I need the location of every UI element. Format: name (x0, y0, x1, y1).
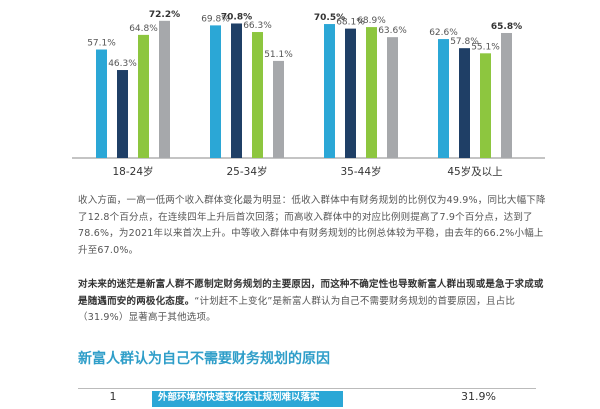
bar-2-1 (345, 28, 356, 158)
bar-value-label: 63.6% (378, 26, 407, 36)
bar-chart: 57.1% 46.3% 64.8% 72.2% 18-24岁 69.8%70.8%66.3… (72, 10, 545, 178)
bar-1-3 (273, 60, 284, 158)
bar-2-0 (324, 24, 335, 158)
section-title: 新富人群认为自己不需要财务规划的原因 (78, 351, 330, 367)
reason-paragraph: 对未来的迷茫是新富人群不愿制定财务规划的主要原因，而这种不确定性也导致新富人群出… (78, 277, 548, 327)
bar-value-label: 46.3% (108, 59, 137, 69)
bar-value-label: 66.3% (243, 21, 272, 31)
bar-value-label: 72.2% (149, 10, 180, 20)
bar-value-label: 51.1% (264, 50, 293, 60)
bar-value-label: 57.1% (87, 39, 116, 49)
bar-value-label: 65.8% (491, 22, 522, 32)
table-row-label: 外部环境的快速变化会让规划难以落实 (158, 392, 320, 403)
bar-value-label: 55.1% (471, 42, 500, 52)
bar-value-label: 68.9% (357, 16, 386, 26)
category-label: 45岁及以上 (447, 165, 502, 178)
reason-paragraph-bold: 对未来的迷茫是新富人群不愿制定财务规划的主要原因，而这种不确定性也导致新富人群出… (78, 279, 544, 307)
bar-value-label: 70.5% (314, 13, 345, 23)
bar-3-1 (459, 48, 470, 158)
bar-0-1 (117, 70, 128, 158)
reason-paragraph-rest: “计划赶不上变化”是新富人群认为自己不需要财务规划的首要原因，且占比（31.9%… (78, 295, 516, 324)
bar-1-0 (210, 25, 221, 158)
reasons-table: 1 外部环境的快速变化会让规划难以落实 31.9% (78, 388, 536, 409)
bar-1-2 (252, 32, 263, 158)
table-row-value: 31.9% (461, 390, 496, 403)
bar-value-label: 64.8% (129, 24, 158, 34)
bar-2-3 (387, 37, 398, 158)
table-row-rank: 1 (109, 390, 117, 403)
bar-0-3 (159, 20, 170, 158)
bar-2-2 (366, 27, 377, 159)
bar-value-label: 62.6% (429, 28, 458, 38)
bar-value-label: 70.8% (221, 12, 252, 22)
category-label: 18-24岁 (112, 165, 153, 178)
bar-3-3 (501, 32, 512, 159)
bar-0-0 (96, 49, 107, 159)
income-paragraph: 收入方面，一高一低两个收入群体变化最为明显：低收入群体中有财务规划的比例仅为49… (78, 195, 546, 256)
bar-value-label: 69.8% (201, 14, 230, 24)
bar-value-label: 57.8% (450, 37, 479, 47)
bar-3-0 (438, 39, 449, 159)
category-label: 35-44岁 (340, 165, 381, 178)
bar-0-2 (138, 34, 149, 158)
bar-1-1 (231, 23, 242, 159)
bar-3-2 (480, 53, 491, 159)
bar-value-label: 68.1% (336, 18, 365, 28)
category-label: 25-34岁 (226, 165, 267, 178)
